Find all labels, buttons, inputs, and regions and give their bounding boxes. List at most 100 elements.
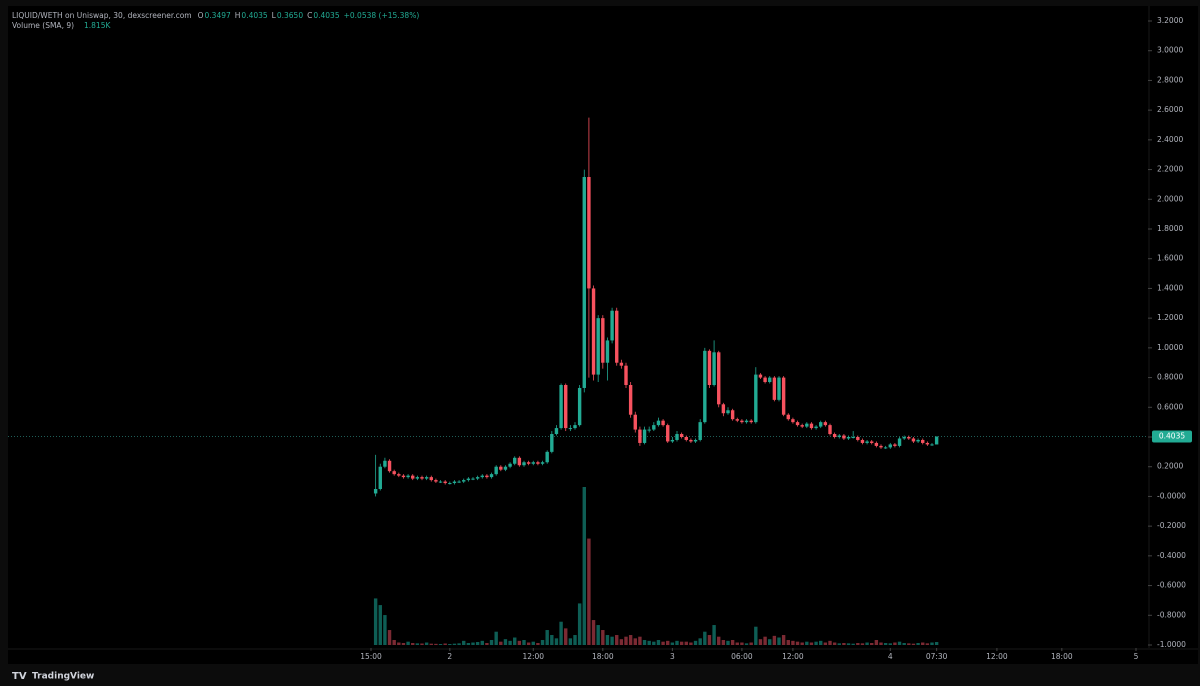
candle-body	[883, 447, 888, 449]
volume-bar	[717, 636, 721, 645]
volume-bar	[508, 640, 512, 645]
y-tick-label: 1.6000	[1157, 254, 1183, 263]
candle-body	[554, 428, 559, 435]
volume-bar	[610, 636, 614, 645]
x-tick-label: 15:00	[360, 652, 382, 661]
y-tick-label: -0.6000	[1157, 581, 1186, 590]
volume-bar	[842, 643, 846, 645]
volume-bar	[921, 642, 925, 645]
candle-body	[526, 462, 531, 464]
candle-body	[591, 288, 596, 375]
candle-body	[429, 477, 433, 481]
candle-body	[392, 471, 396, 475]
volume-bar	[768, 639, 772, 645]
candle-body	[587, 177, 591, 289]
y-tick-label: -0.0000	[1157, 491, 1186, 500]
candle-body	[452, 481, 457, 484]
volume-bar	[536, 643, 540, 645]
volume-bar	[870, 643, 874, 645]
volume-bar	[615, 635, 619, 645]
candle-body	[475, 477, 480, 479]
price-axis	[1150, 6, 1198, 648]
brand: TradingView	[32, 672, 94, 682]
candle-body	[489, 474, 494, 478]
volume-bar	[605, 635, 610, 645]
candle-body	[619, 362, 624, 366]
volume-bar	[823, 642, 828, 645]
candle-body	[434, 480, 438, 482]
candle-body	[485, 475, 489, 478]
candle-body	[480, 475, 484, 478]
candle-body	[902, 437, 906, 439]
candle-body	[721, 404, 726, 414]
volume-bar	[489, 640, 494, 645]
volume-bar	[786, 640, 790, 645]
candle-body	[540, 462, 545, 464]
plot-area	[8, 6, 1148, 648]
candle-body	[601, 318, 605, 363]
volume-bar	[726, 640, 730, 645]
candle-body	[545, 451, 549, 463]
candle-body	[814, 426, 818, 429]
volume-bar	[397, 642, 401, 645]
candle-body	[582, 177, 586, 388]
candle-body	[573, 425, 577, 429]
volume-bar	[475, 642, 480, 645]
candle-body	[647, 429, 651, 431]
volume-bar	[642, 640, 647, 645]
volume-bar	[874, 640, 879, 645]
candle-body	[471, 478, 475, 480]
change: +0.0538 (+15.38%)	[344, 11, 420, 20]
candle-body	[577, 387, 582, 426]
candle-body	[819, 422, 823, 427]
volume-bar	[777, 637, 781, 645]
volume-bar	[587, 538, 591, 645]
candle-body	[874, 442, 879, 446]
y-tick-label: 1.2000	[1157, 313, 1183, 322]
volume-bar	[897, 641, 902, 645]
candle-body	[508, 463, 512, 467]
candle-body	[448, 483, 452, 485]
candle-body	[865, 441, 869, 443]
volume-bar	[480, 640, 484, 645]
ohlc-key: C	[307, 11, 312, 20]
volume-bar	[373, 598, 378, 645]
candle-body	[921, 439, 925, 443]
ohlc-key: L	[272, 11, 277, 20]
candle-body	[401, 475, 406, 478]
volume-bar	[628, 635, 633, 645]
volume-bar	[828, 640, 832, 645]
candle-body	[550, 434, 554, 452]
volume-bar	[814, 641, 818, 645]
volume-bar	[679, 641, 684, 645]
volume-bar	[452, 643, 457, 645]
volume-bar	[744, 643, 749, 645]
candle-body	[772, 377, 777, 400]
candle-body	[633, 414, 637, 430]
candle-body	[466, 478, 471, 481]
volume-bar	[758, 639, 763, 645]
volume-bar	[707, 635, 712, 645]
volume-bar	[684, 641, 688, 645]
volume-bar	[499, 641, 503, 645]
volume-bar	[860, 643, 865, 645]
volume-bar	[809, 642, 814, 645]
candle-body	[378, 466, 382, 489]
candle-body	[373, 489, 378, 494]
volume-bar	[879, 642, 883, 645]
symbol-title: LIQUID/WETH on Uniswap, 30, dexscreener.…	[12, 11, 192, 20]
volume-bar	[601, 630, 605, 645]
candle-body	[893, 444, 897, 446]
candle-body	[406, 475, 410, 478]
candle-body	[624, 365, 628, 385]
volume-bar	[582, 487, 586, 645]
x-tick-label: 12:00	[782, 652, 804, 661]
volume-bar	[448, 644, 452, 645]
volume-bar	[392, 640, 396, 645]
candle-body	[823, 422, 828, 426]
volume-bar	[577, 603, 582, 645]
volume-bar	[670, 642, 675, 645]
candle-body	[559, 385, 563, 429]
volume-bar	[846, 643, 851, 645]
volume-bar	[573, 635, 577, 645]
